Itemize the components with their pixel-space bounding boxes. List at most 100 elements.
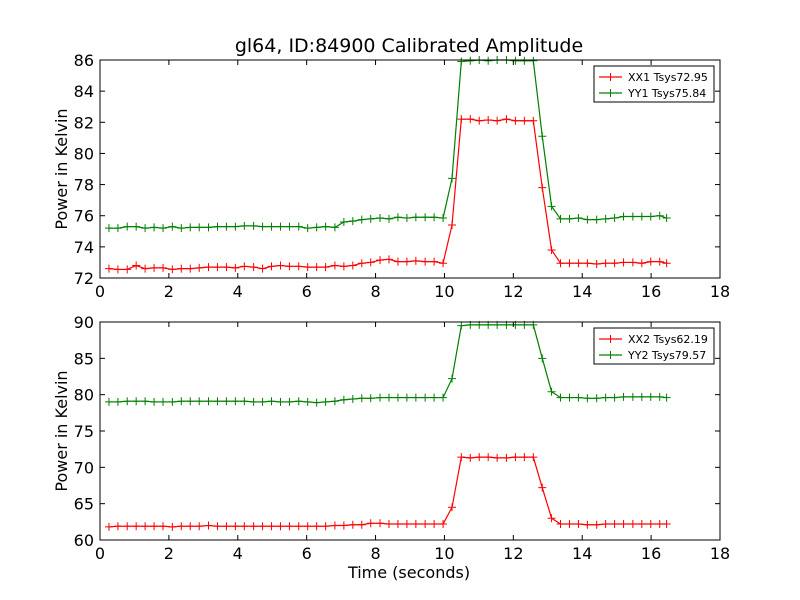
data-point-marker (556, 214, 565, 223)
data-point-marker (529, 453, 538, 462)
legend-swatch-marker (606, 335, 615, 343)
data-point-marker (376, 519, 385, 528)
data-point-marker (240, 262, 249, 271)
x-tick-label: 14 (572, 544, 592, 563)
data-point-marker (484, 115, 493, 124)
data-point-marker (655, 520, 664, 529)
x-tick-label: 10 (434, 282, 454, 301)
data-point-marker (574, 520, 583, 529)
data-point-marker (411, 256, 420, 265)
data-point-marker (150, 223, 159, 232)
data-point-marker (113, 224, 122, 233)
data-point-marker (393, 520, 402, 529)
x-tick-label: 12 (503, 282, 523, 301)
data-point-marker (366, 258, 375, 267)
x-tick-label: 0 (95, 282, 105, 301)
data-point-marker (168, 265, 177, 274)
data-point-marker (592, 394, 601, 403)
data-point-marker (493, 116, 502, 125)
data-point-marker (132, 222, 141, 231)
y-tick-label: 60 (74, 531, 94, 550)
data-point-marker (249, 522, 258, 531)
y-tick-label: 70 (74, 458, 94, 477)
data-point-marker (628, 258, 637, 267)
data-point-marker (231, 522, 240, 531)
data-point-marker (574, 393, 583, 402)
x-tick-label: 6 (302, 544, 312, 563)
legend-box (593, 65, 715, 103)
data-point-marker (556, 520, 565, 529)
data-point-marker (583, 394, 592, 403)
data-point-marker (330, 261, 339, 270)
data-point-marker (547, 202, 556, 211)
data-point-marker (113, 397, 122, 406)
data-point-marker (511, 116, 520, 125)
data-point-marker (538, 132, 547, 141)
data-point-marker (312, 263, 321, 272)
data-point-marker (339, 217, 348, 226)
y-tick-label: 80 (74, 386, 94, 405)
y-tick-label: 65 (74, 495, 94, 514)
data-point-marker (150, 263, 159, 272)
data-point-marker (411, 520, 420, 529)
data-point-marker (601, 259, 610, 268)
data-point-marker (150, 397, 159, 406)
data-point-marker (285, 397, 294, 406)
data-point-marker (312, 223, 321, 232)
data-point-marker (610, 259, 619, 268)
data-point-marker (339, 395, 348, 404)
x-tick-label: 10 (434, 544, 454, 563)
data-point-marker (204, 263, 213, 272)
data-point-marker (457, 57, 466, 66)
data-point-marker (662, 393, 671, 402)
data-point-marker (384, 255, 393, 264)
data-point-marker (411, 393, 420, 402)
data-point-marker (240, 397, 249, 406)
data-point-marker (457, 115, 466, 124)
data-point-marker (348, 520, 357, 529)
data-point-marker (393, 393, 402, 402)
data-point-marker (430, 213, 439, 222)
data-point-marker (249, 397, 258, 406)
x-tick-label: 4 (233, 282, 243, 301)
data-point-marker (448, 221, 457, 230)
y-tick-label: 85 (74, 349, 94, 368)
data-point-marker (439, 259, 448, 268)
data-point-marker (457, 321, 466, 330)
data-point-marker (267, 397, 276, 406)
data-point-marker (520, 453, 529, 462)
data-point-marker (511, 56, 520, 65)
data-point-marker (222, 522, 231, 531)
data-point-marker (583, 215, 592, 224)
data-point-marker (421, 213, 430, 222)
legend-entry-label: XX1 Tsys72.95 (628, 71, 708, 84)
y-axis-label-top: Power in Kelvin (52, 108, 71, 229)
data-point-marker (357, 520, 366, 529)
data-point-marker (357, 215, 366, 224)
data-point-marker (421, 393, 430, 402)
data-point-marker (619, 258, 628, 267)
data-point-marker (330, 223, 339, 232)
data-point-marker (123, 222, 132, 231)
data-point-marker (267, 222, 276, 231)
data-point-marker (294, 522, 303, 531)
data-point-marker (258, 522, 267, 531)
data-point-marker (601, 393, 610, 402)
data-point-marker (574, 259, 583, 268)
data-point-marker (366, 214, 375, 223)
data-point-marker (285, 222, 294, 231)
data-point-marker (195, 397, 204, 406)
data-point-marker (231, 222, 240, 231)
data-point-marker (448, 374, 457, 383)
data-point-marker (258, 397, 267, 406)
data-point-marker (457, 453, 466, 462)
data-point-marker (330, 521, 339, 530)
data-point-marker (177, 522, 186, 531)
data-point-marker (348, 261, 357, 270)
x-tick-label: 2 (164, 282, 174, 301)
data-point-marker (222, 222, 231, 231)
data-point-marker (583, 259, 592, 268)
data-point-marker (384, 520, 393, 529)
data-point-marker (213, 222, 222, 231)
data-point-marker (267, 522, 276, 531)
